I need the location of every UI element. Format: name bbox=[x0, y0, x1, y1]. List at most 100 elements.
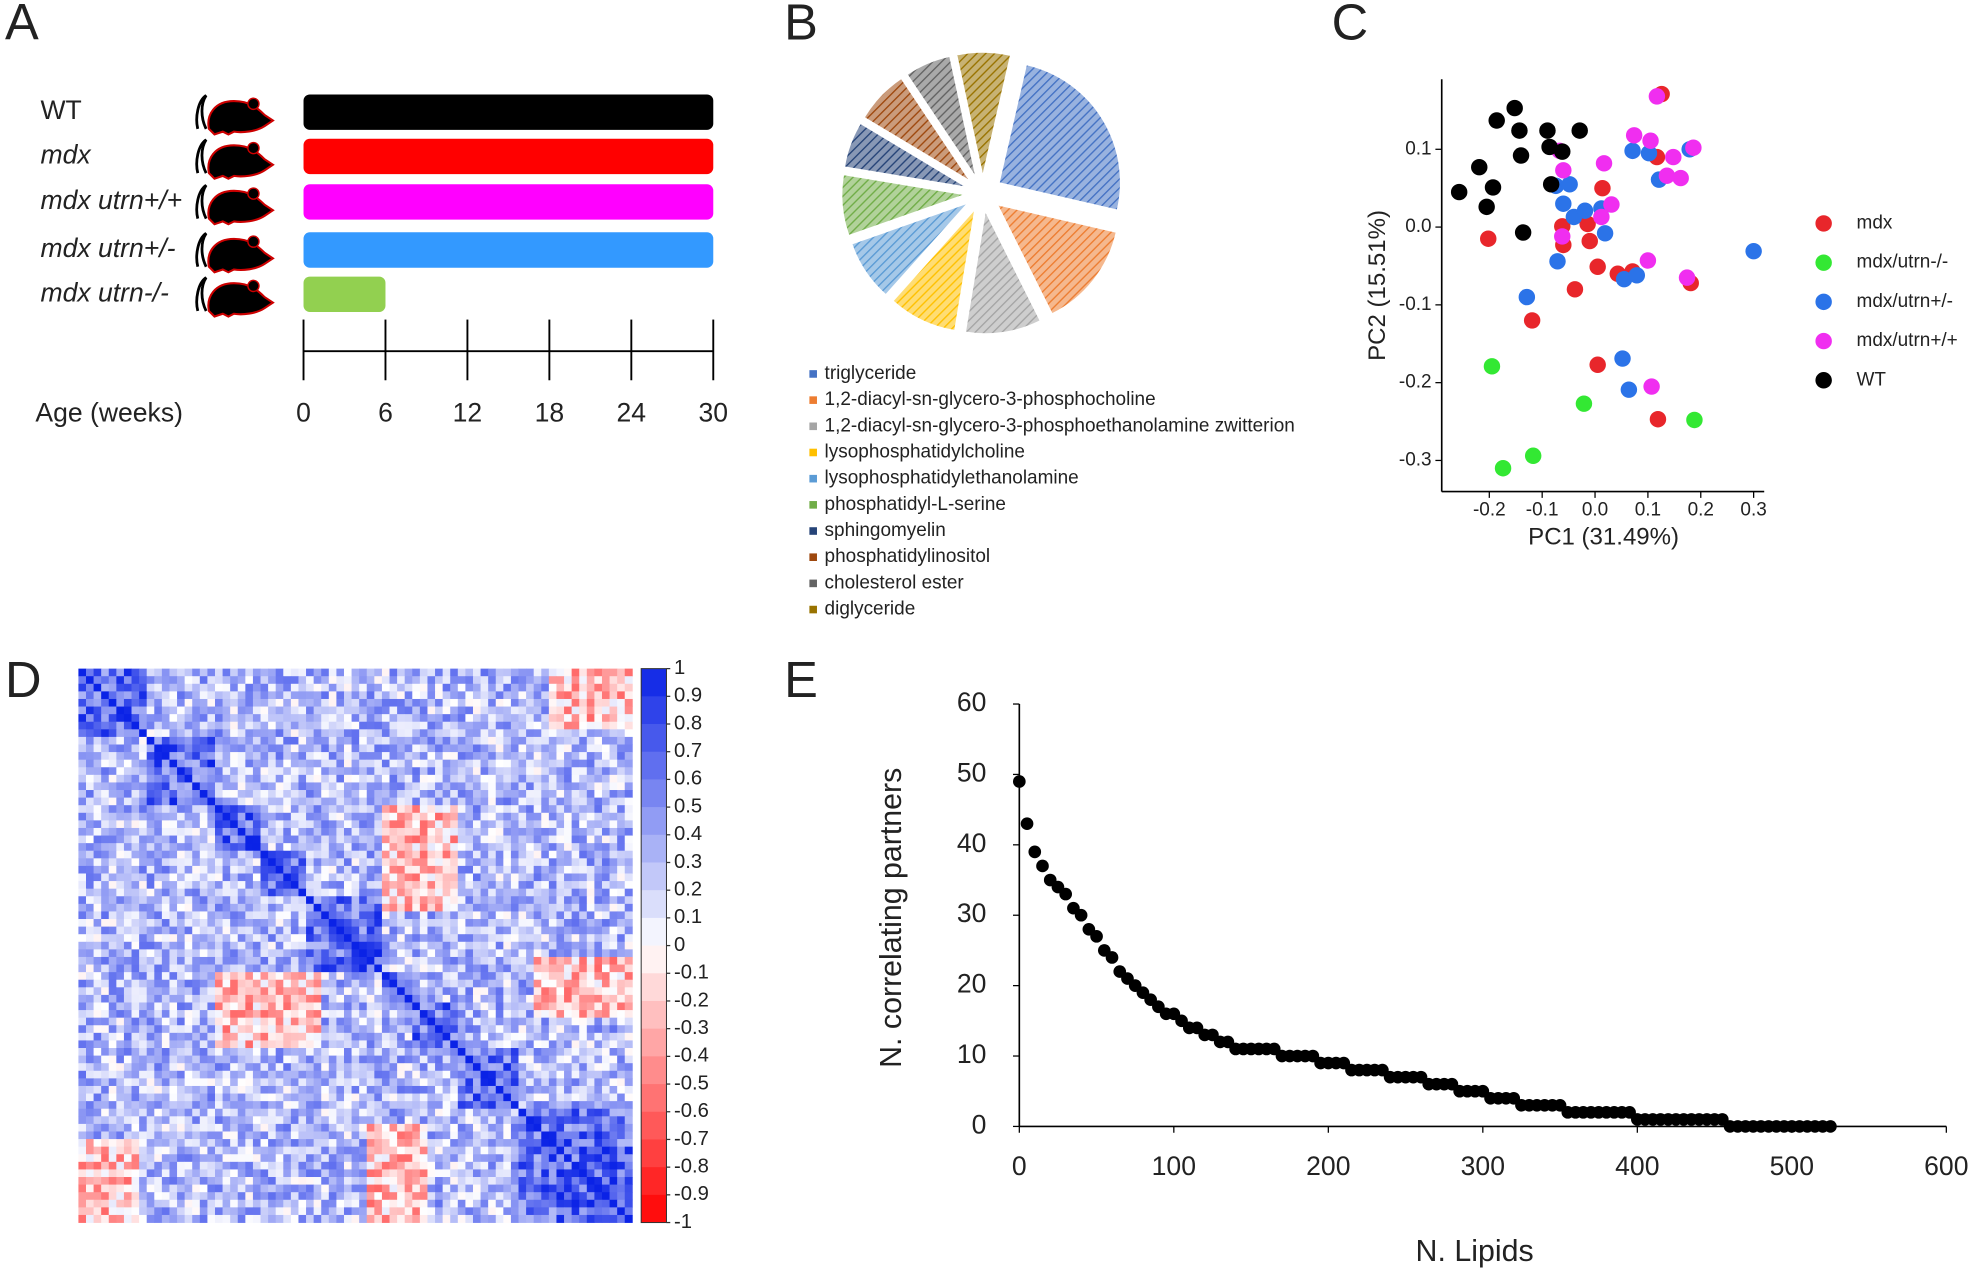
heatmap-cell bbox=[548, 972, 557, 981]
heatmap-cell bbox=[412, 1108, 421, 1117]
heatmap-cell bbox=[283, 1025, 292, 1034]
heatmap-cell bbox=[245, 1025, 254, 1034]
heatmap-cell bbox=[609, 1154, 618, 1163]
y-axis-label: PC2 (15.51%) bbox=[1364, 210, 1391, 361]
heatmap-cell bbox=[389, 956, 398, 965]
heatmap-cell bbox=[222, 1002, 231, 1011]
heatmap-cell bbox=[298, 972, 307, 981]
heatmap-cell bbox=[488, 972, 497, 981]
heatmap-cell bbox=[154, 1116, 163, 1125]
heatmap-cell bbox=[131, 903, 140, 912]
heatmap-cell bbox=[450, 1085, 459, 1094]
heatmap-cell bbox=[548, 744, 557, 753]
heatmap-cell bbox=[518, 1146, 527, 1155]
heatmap-cell bbox=[457, 972, 466, 981]
heatmap-cell bbox=[533, 979, 542, 988]
heatmap-cell bbox=[313, 736, 322, 745]
heatmap-cell bbox=[450, 668, 459, 677]
heatmap-cell bbox=[78, 729, 87, 738]
heatmap-cell bbox=[169, 987, 178, 996]
heatmap-cell bbox=[245, 1017, 254, 1026]
heatmap-cell bbox=[617, 850, 626, 859]
heatmap-cell bbox=[268, 1010, 277, 1019]
heatmap-cell bbox=[472, 1032, 481, 1041]
heatmap-cell bbox=[457, 698, 466, 707]
heatmap-cell bbox=[252, 1146, 261, 1155]
heatmap-cell bbox=[268, 1048, 277, 1056]
heatmap-cell bbox=[169, 827, 178, 836]
heatmap-cell bbox=[328, 972, 337, 981]
heatmap-cell bbox=[290, 752, 299, 761]
heatmap-cell bbox=[366, 767, 375, 776]
heatmap-cell bbox=[366, 1131, 375, 1140]
heatmap-cell bbox=[123, 729, 132, 738]
point bbox=[1539, 122, 1556, 139]
legend-marker bbox=[809, 370, 817, 378]
heatmap-cell bbox=[298, 1078, 307, 1087]
heatmap-cell bbox=[594, 1063, 603, 1072]
heatmap-cell bbox=[594, 949, 603, 958]
heatmap-cell bbox=[495, 1017, 504, 1026]
heatmap-cell bbox=[488, 881, 497, 890]
heatmap-cell bbox=[510, 1055, 519, 1064]
heatmap-cell bbox=[169, 782, 178, 791]
heatmap-cell bbox=[313, 1055, 322, 1064]
heatmap-cell bbox=[397, 820, 406, 829]
heatmap-cell bbox=[617, 1032, 626, 1041]
heatmap-cell bbox=[359, 1131, 368, 1140]
heatmap-cell bbox=[252, 873, 261, 882]
heatmap-cell bbox=[260, 1032, 269, 1041]
heatmap-cell bbox=[222, 706, 231, 715]
heatmap-cell bbox=[488, 691, 497, 700]
heatmap-cell bbox=[533, 1040, 542, 1049]
heatmap-cell bbox=[488, 873, 497, 882]
heatmap-cell bbox=[594, 721, 603, 730]
heatmap-cell bbox=[252, 987, 261, 996]
heatmap-cell bbox=[131, 1085, 140, 1094]
heatmap-cell bbox=[450, 1032, 459, 1041]
heatmap-cell bbox=[321, 744, 330, 753]
heatmap-cell bbox=[214, 698, 223, 707]
heatmap-cell bbox=[252, 1123, 261, 1132]
heatmap-cell bbox=[169, 956, 178, 965]
heatmap-cell bbox=[427, 1123, 436, 1132]
heatmap-cell bbox=[230, 774, 239, 783]
heatmap-cell bbox=[495, 903, 504, 912]
heatmap-cell bbox=[252, 729, 261, 738]
x-tick-label: 0.1 bbox=[1635, 500, 1661, 521]
heatmap-cell bbox=[313, 979, 322, 988]
heatmap-cell bbox=[624, 706, 633, 715]
heatmap-cell bbox=[412, 1131, 421, 1140]
heatmap-cell bbox=[412, 881, 421, 890]
heatmap-cell bbox=[108, 1108, 117, 1117]
heatmap-cell bbox=[245, 683, 254, 692]
heatmap-cell bbox=[252, 994, 261, 1003]
heatmap-cell bbox=[214, 1048, 223, 1056]
heatmap-cell bbox=[351, 1154, 360, 1163]
heatmap-cell bbox=[609, 1048, 618, 1056]
heatmap-cell bbox=[85, 1078, 94, 1087]
heatmap-cell bbox=[419, 1146, 428, 1155]
heatmap-cell bbox=[359, 1002, 368, 1011]
heatmap-cell bbox=[207, 668, 216, 677]
heatmap-cell bbox=[526, 873, 535, 882]
heatmap-cell bbox=[283, 919, 292, 927]
heatmap-cell bbox=[260, 1063, 269, 1072]
heatmap-cell bbox=[351, 896, 360, 905]
heatmap-cell bbox=[381, 919, 390, 927]
heatmap-cell bbox=[336, 752, 345, 761]
heatmap-cell bbox=[503, 683, 512, 692]
heatmap-cell bbox=[526, 736, 535, 745]
heatmap-cell bbox=[222, 919, 231, 927]
heatmap-cell bbox=[374, 964, 383, 973]
heatmap-cell bbox=[192, 1123, 201, 1132]
heatmap-cell bbox=[306, 994, 315, 1003]
heatmap-cell bbox=[252, 972, 261, 981]
heatmap-cell bbox=[328, 797, 337, 806]
heatmap-cell bbox=[366, 759, 375, 768]
heatmap-cell bbox=[586, 1040, 595, 1049]
heatmap-cell bbox=[93, 812, 102, 821]
heatmap-cell bbox=[283, 782, 292, 791]
heatmap-cell bbox=[442, 1108, 451, 1117]
legend-marker bbox=[809, 579, 817, 588]
